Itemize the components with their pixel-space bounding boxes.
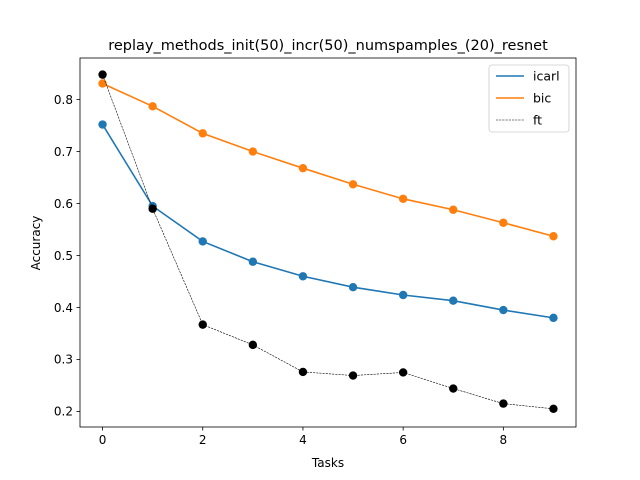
- x-axis-label: Tasks: [311, 456, 344, 470]
- y-tick-label: 0.7: [54, 145, 73, 159]
- point-bic-5: [348, 180, 358, 189]
- series-line-icarl: [101, 124, 554, 319]
- series-line-ft: [102, 74, 554, 410]
- point-ft-0: [98, 70, 107, 79]
- legend-label-icarl: icarl: [533, 69, 560, 84]
- point-bic-4: [298, 163, 308, 173]
- point-bic-8: [499, 218, 508, 227]
- point-icarl-9: [549, 313, 558, 323]
- y-tick-label: 0.5: [54, 249, 73, 263]
- legend: icarl bic ft: [488, 64, 570, 133]
- legend-label-ft: ft: [533, 113, 542, 128]
- point-ft-5: [348, 371, 358, 380]
- series-bic: [98, 79, 558, 241]
- series-line-bic: [102, 82, 554, 238]
- plot-frame: [79, 57, 577, 428]
- point-icarl-8: [499, 305, 508, 315]
- series-ft: [98, 70, 558, 414]
- point-ft-6: [398, 368, 408, 377]
- legend-label-bic: bic: [533, 91, 551, 106]
- point-bic-0: [98, 79, 107, 88]
- chart-title: replay_methods_init(50)_incr(50)_numspam…: [108, 38, 548, 54]
- point-bic-9: [549, 232, 558, 241]
- legend-box: [488, 64, 570, 133]
- plot-area: [98, 70, 558, 414]
- y-tick-label: 0.4: [54, 301, 73, 315]
- point-icarl-6: [398, 290, 408, 300]
- y-tick-label: 0.3: [54, 353, 73, 367]
- point-icarl-4: [298, 272, 308, 281]
- point-icarl-0: [98, 120, 107, 129]
- point-bic-6: [398, 194, 408, 204]
- point-icarl-7: [449, 296, 458, 305]
- y-axis-label: Accuracy: [29, 216, 43, 271]
- axes: 0 2 4 6 8 0.2 0.3 0.4 0.5 0.6 0.7 0.8: [54, 57, 577, 447]
- point-icarl-5: [348, 283, 358, 292]
- point-icarl-2: [198, 237, 207, 246]
- y-tick-label: 0.8: [54, 93, 73, 107]
- y-tick-label: 0.2: [54, 405, 73, 419]
- series-icarl: [98, 120, 558, 323]
- point-ft-2: [198, 320, 207, 329]
- point-ft-7: [449, 384, 458, 393]
- y-tick-label: 0.6: [54, 197, 73, 211]
- x-tick-label: 2: [199, 433, 207, 447]
- point-bic-3: [248, 147, 258, 156]
- x-tick-label: 4: [299, 433, 307, 447]
- point-icarl-3: [248, 257, 258, 266]
- x-tick-label: 0: [99, 433, 107, 447]
- point-bic-2: [198, 129, 207, 138]
- point-ft-8: [499, 399, 508, 408]
- x-tick-label: 6: [399, 433, 407, 447]
- point-ft-1: [148, 204, 157, 213]
- point-ft-9: [549, 404, 558, 414]
- x-tick-label: 8: [500, 433, 508, 447]
- point-ft-3: [248, 340, 258, 350]
- point-ft-4: [298, 367, 308, 377]
- point-bic-1: [148, 102, 157, 111]
- point-bic-7: [449, 205, 458, 214]
